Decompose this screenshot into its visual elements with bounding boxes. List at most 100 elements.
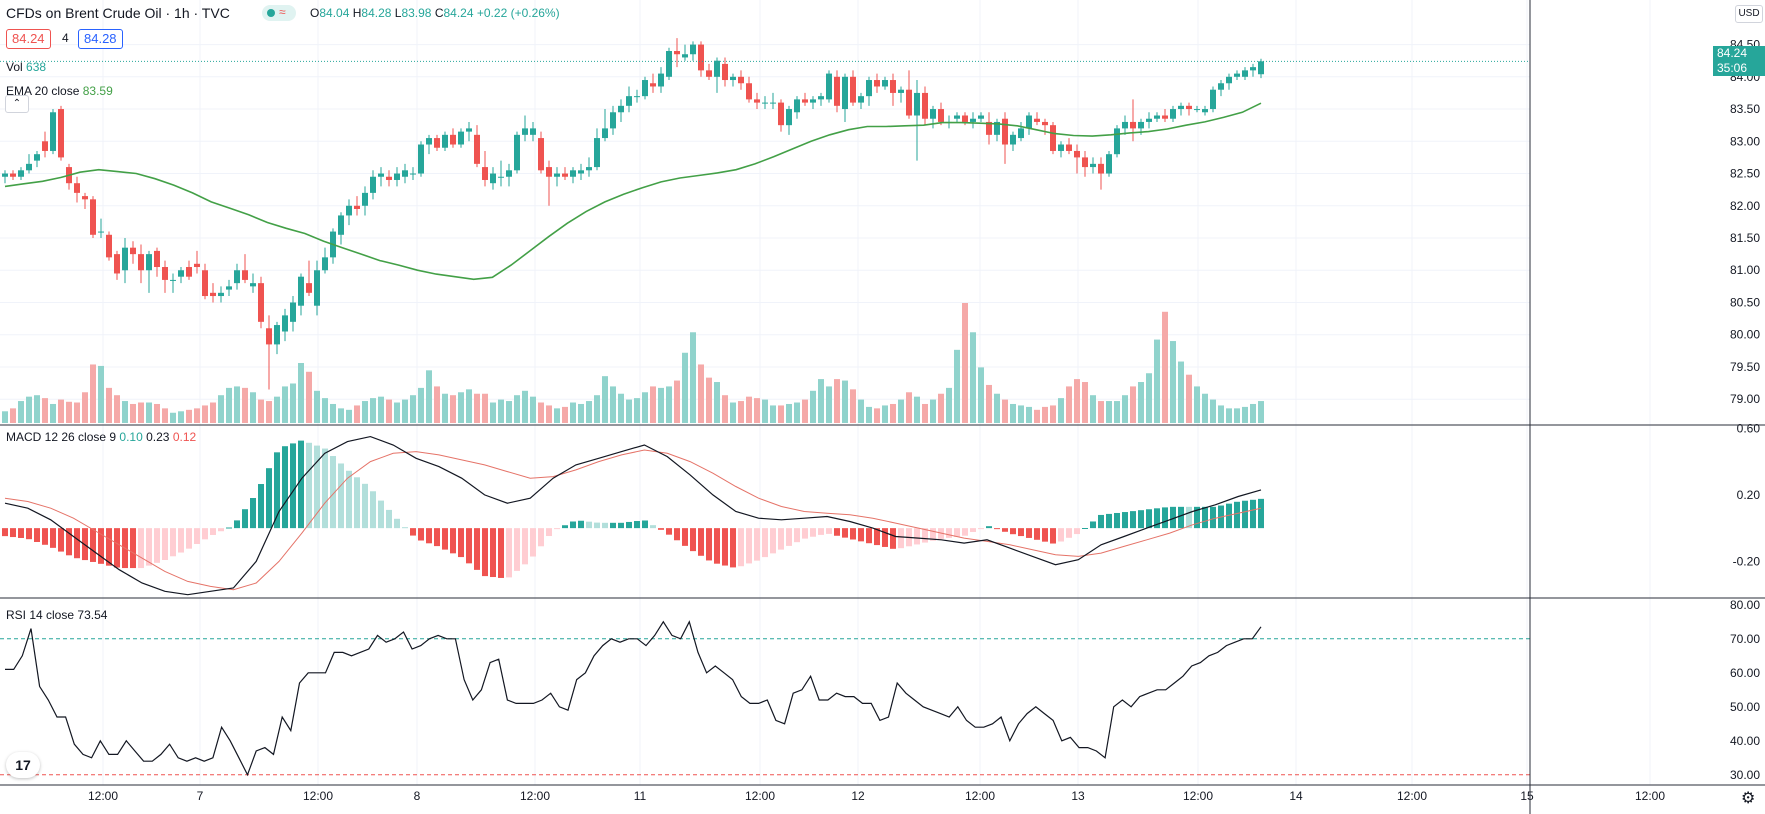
rsi-legend[interactable]: RSI 14 close 73.54 [6,608,107,622]
ema-legend[interactable]: EMA 20 close 83.59 [6,84,113,98]
volume-bar [162,408,168,423]
candle-body [482,167,488,180]
volume-bar [986,384,992,423]
volume-bar [554,408,560,423]
macd-histogram-bar [1226,503,1232,529]
macd-histogram-bar [42,528,48,545]
volume-bar [490,402,496,423]
macd-histogram-bar [898,528,904,549]
macd-histogram-bar [354,477,360,529]
volume-bar [1074,379,1080,423]
tradingview-logo-icon[interactable]: 17 [6,752,40,778]
volume-bar [106,387,112,423]
macd-histogram-bar [1242,500,1248,529]
volume-bar [1250,403,1256,423]
candle-body [42,141,48,151]
volume-bar [770,405,776,423]
candle-body [1106,154,1112,174]
rsi-pane [0,620,1530,777]
volume-bar [1162,311,1168,423]
volume-bar [882,405,888,423]
volume-bar [1098,401,1104,423]
macd-histogram-bar [546,528,552,537]
volume-bar [898,399,904,423]
macd-histogram-bar [1210,506,1216,529]
volume-bar [946,387,952,423]
macd-histogram-bar [1026,528,1032,538]
collapse-legend-button[interactable]: ⌃ [5,95,29,113]
high-label: H [352,6,362,20]
macd-histogram-bar [418,528,424,541]
macd-histogram-bar [1202,506,1208,529]
candle-body [618,105,624,113]
volume-bar [546,405,552,423]
candle-body [282,315,288,332]
rsi-tick-label: 30.00 [1730,768,1760,782]
volume-bar [1018,405,1024,423]
macd-histogram-bar [274,452,280,529]
candle-body [1010,134,1016,145]
macd-histogram-bar [650,525,656,529]
candle-body [98,231,104,233]
macd-histogram-bar [458,528,464,558]
candle-body [738,76,744,84]
candle-body [1178,105,1184,110]
macd-histogram-bar [954,528,960,537]
volume-legend[interactable]: Vol 638 [6,60,46,74]
rsi-tick-label: 40.00 [1730,734,1760,748]
volume-bar [1170,341,1176,423]
candle-body [938,109,944,122]
volume-bar [674,380,680,423]
currency-button[interactable]: USD [1735,5,1763,23]
macd-histogram-bar [394,518,400,529]
candle-body [1226,76,1232,84]
candle-body [202,270,208,297]
candle-body [122,247,128,271]
macd-histogram-bar [314,445,320,529]
volume-bar [1010,403,1016,423]
macd-histogram-bar [82,528,88,561]
close-label: C [434,6,444,20]
candle-body [834,76,840,106]
macd-histogram-bar [738,528,744,567]
volume-bar [226,387,232,423]
volume-bar [442,393,448,423]
macd-histogram-bar [146,528,152,566]
candle-body [1082,157,1088,168]
volume-bar [170,412,176,423]
high-value: 84.28 [361,6,392,20]
candle-body [802,99,808,103]
volume-bar [618,393,624,423]
candle-body [402,170,408,177]
volume-bar [1114,401,1120,423]
candle-body [338,215,344,235]
candle-body [594,138,600,168]
sell-price-button[interactable]: 84.24 [6,29,51,49]
macd-tick-label: 0.20 [1737,488,1761,502]
candle-body [858,96,864,103]
candle-body [346,205,352,216]
macd-label: MACD 12 26 close 9 [6,430,117,444]
symbol-title[interactable]: CFDs on Brent Crude Oil · 1h · TVC [6,5,230,21]
macd-histogram-bar [330,456,336,529]
macd-legend[interactable]: MACD 12 26 close 9 0.10 0.23 0.12 [6,430,196,444]
candle-body [962,115,968,122]
candle-body [1186,105,1192,110]
candle-body [354,205,360,209]
macd-histogram-bar [922,528,928,543]
candle-body [1122,121,1128,129]
macd-histogram-bar [762,528,768,558]
time-label: 15 [1520,789,1534,803]
macd-histogram-bar [1106,513,1112,529]
candle-body [1090,163,1096,168]
market-status-badge[interactable]: ≈ [262,5,296,21]
candle-body [874,80,880,87]
buy-price-button[interactable]: 84.28 [78,29,123,49]
candle-body [994,121,1000,135]
candle-body [466,128,472,132]
settings-gear-icon[interactable]: ⚙ [1741,790,1756,807]
candle-body [554,173,560,177]
volume-bar [1082,382,1088,423]
candle-body [450,134,456,145]
